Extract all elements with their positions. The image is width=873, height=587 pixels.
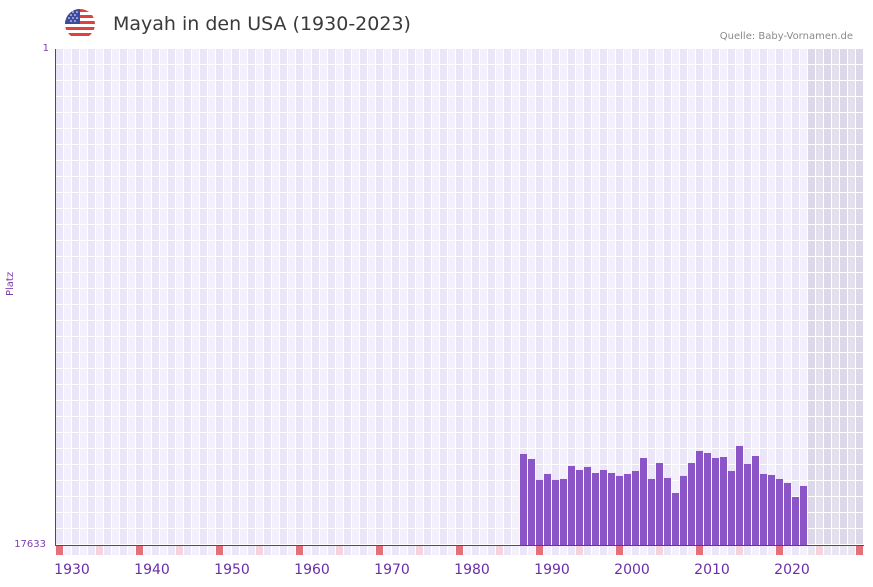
bar-2016: [760, 473, 767, 545]
bar-chart: [56, 49, 863, 555]
bar-1991: [560, 478, 567, 545]
bar-1996: [600, 469, 607, 545]
x-tick-1950: 1950: [214, 562, 250, 578]
x-tick-2000: 2000: [614, 562, 650, 578]
bar-1990: [552, 479, 559, 545]
bar-2001: [640, 457, 647, 545]
chart-title: Mayah in den USA (1930-2023): [113, 13, 411, 35]
x-tick-1980: 1980: [454, 562, 490, 578]
us-flag-icon: [65, 9, 95, 39]
source-label: Quelle: Baby-Vornamen.de: [719, 31, 853, 42]
y-axis-line: [55, 49, 56, 546]
x-axis-line: [55, 545, 864, 546]
bar-2014: [744, 463, 751, 545]
y-tick-bottom: 17633: [14, 539, 46, 550]
x-tick-2010: 2010: [694, 562, 730, 578]
y-axis-label: Platz: [5, 271, 16, 296]
bar-1997: [608, 472, 615, 545]
bar-1998: [616, 475, 623, 545]
bar-1995: [592, 472, 599, 545]
bar-1992: [568, 465, 575, 545]
x-tick-2020: 2020: [774, 562, 810, 578]
bar-2008: [696, 450, 703, 545]
bar-1993: [576, 469, 583, 545]
bar-2015: [752, 455, 759, 545]
x-tick-1940: 1940: [134, 562, 170, 578]
bar-2004: [664, 477, 671, 545]
bar-1988: [536, 479, 543, 545]
bar-1999: [624, 473, 631, 545]
bar-1989: [544, 473, 551, 545]
bar-2005: [672, 492, 679, 545]
bar-2013: [736, 445, 743, 545]
bar-2000: [632, 470, 639, 545]
bar-2012: [728, 470, 735, 545]
bar-2018: [776, 478, 783, 545]
bar-2011: [720, 457, 727, 545]
bar-2020: [792, 496, 799, 545]
x-tick-1960: 1960: [294, 562, 330, 578]
y-tick-top: 1: [42, 43, 49, 54]
bar-2021: [800, 485, 807, 545]
bar-2007: [688, 462, 695, 545]
bar-2002: [648, 478, 655, 545]
bar-2019: [784, 482, 791, 545]
bar-2009: [704, 452, 711, 545]
bar-2010: [712, 457, 719, 545]
plot-area: [56, 49, 864, 555]
x-tick-1970: 1970: [374, 562, 410, 578]
bar-1994: [584, 466, 591, 545]
bar-2017: [768, 474, 775, 545]
bar-2003: [656, 462, 663, 545]
x-tick-1930: 1930: [54, 562, 90, 578]
x-tick-1990: 1990: [534, 562, 570, 578]
bar-1986: [520, 453, 527, 545]
bar-2006: [680, 475, 687, 545]
bar-1987: [528, 459, 535, 545]
